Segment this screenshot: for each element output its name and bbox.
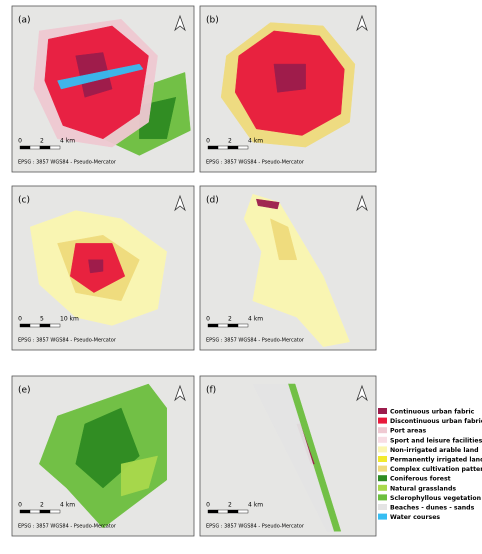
scale-label: 0: [18, 138, 22, 145]
crs-label: EPSG : 3857 WGS84 - Pseudo-Mercator: [18, 160, 117, 166]
legend-label: Sclerophyllous vegetation: [390, 495, 481, 502]
crs-label: EPSG : 3857 WGS84 - Pseudo-Mercator: [18, 338, 117, 344]
scale-bar: [39, 509, 51, 514]
north-arrow: [356, 384, 368, 402]
scale-bar: [227, 509, 239, 514]
scale-bar: [237, 509, 249, 514]
legend-label: Continuous urban fabric: [390, 409, 475, 416]
scale-bar: [49, 323, 61, 328]
legend-label: Permanently irrigated land: [390, 457, 482, 464]
legend-swatch: [378, 494, 387, 501]
legend-label: Discontinuous urban fabric: [390, 418, 482, 425]
panel-label: (e): [18, 386, 31, 396]
scale-bar: [217, 145, 229, 150]
legend-label: Beaches - dunes - sands: [390, 505, 475, 512]
panel-label: (c): [18, 196, 30, 206]
scale-bar: [49, 145, 61, 150]
land-cover: [243, 193, 350, 347]
north-arrow: [356, 194, 368, 212]
legend-swatch: [378, 475, 387, 482]
scale-label: 4 km: [60, 502, 75, 509]
scale-bar: [19, 323, 31, 328]
scale-label: 0: [18, 316, 22, 323]
scale-label: 2: [228, 138, 232, 145]
crs-label: EPSG : 3857 WGS84 - Pseudo-Mercator: [206, 524, 305, 530]
legend-swatch: [378, 504, 387, 510]
scale-bar: [217, 323, 229, 328]
scale-bar: [237, 145, 249, 150]
scale-bar: [19, 509, 31, 514]
scale-label: 4 km: [248, 502, 263, 509]
scale-bar: [39, 323, 51, 328]
land-cover: [255, 198, 280, 210]
scale-bar: [237, 323, 249, 328]
scale-label: 0: [18, 502, 22, 509]
legend-swatch: [378, 456, 387, 462]
scale-label: 0: [206, 316, 210, 323]
scale-bar: [207, 509, 219, 514]
map-panel: (f) 0 2 4 km EPSG : 3857 WGS84 - Pseudo-Merc…: [199, 375, 377, 537]
panel-label: (b): [206, 16, 219, 26]
north-arrow: [356, 14, 368, 32]
legend-swatch: [378, 513, 387, 520]
legend-swatch: [378, 417, 387, 424]
scale-label: 10 km: [60, 316, 79, 323]
legend-swatch: [378, 436, 387, 443]
map-panel: (a) 0 2 4 km EPSG : 3857 WGS84 - Pseudo-Merc…: [11, 5, 195, 173]
panel-label: (f): [206, 386, 216, 396]
scale-bar: [29, 145, 41, 150]
panel-label: (a): [18, 16, 31, 26]
legend-label: Complex cultivation patterns: [390, 466, 482, 473]
scale-bar: [49, 509, 61, 514]
map-panel: (b) 0 2 4 km EPSG : 3857 WGS84 - Pseudo-Merc…: [199, 5, 377, 173]
land-cover: [88, 259, 104, 274]
panel-label: (d): [206, 196, 219, 206]
land-cover: [252, 383, 335, 532]
scale-label: 2: [40, 138, 44, 145]
scale-bar: [227, 323, 239, 328]
legend-swatch: [378, 484, 387, 491]
scale-label: 4 km: [60, 138, 75, 145]
scale-bar: [39, 145, 51, 150]
scale-bar: [29, 509, 41, 514]
land-cover: [270, 218, 298, 261]
legend-label: Coniferous forest: [390, 476, 451, 483]
map-panel: (c) 0 5 10 km EPSG : 3857 WGS84 - Pseudo-Mer…: [11, 185, 195, 351]
legend-label: Non-irrigated arable land: [390, 447, 479, 454]
scale-bar: [217, 509, 229, 514]
scale-label: 2: [228, 502, 232, 509]
scale-bar: [227, 145, 239, 150]
map-panel: (d) 0 2 4 km EPSG : 3857 WGS84 - Pseudo-Merc…: [199, 185, 377, 351]
legend-label: Natural grasslands: [390, 485, 456, 492]
legend-swatch: [378, 446, 387, 453]
legend-swatch: [378, 465, 387, 472]
legend-swatch: [378, 427, 387, 434]
scale-bar: [207, 145, 219, 150]
scale-label: 0: [206, 138, 210, 145]
north-arrow: [174, 194, 186, 212]
map-panel: (e) 0 2 4 km EPSG : 3857 WGS84 - Pseudo-Merc…: [11, 375, 195, 537]
land-cover: [57, 63, 144, 90]
scale-label: 5: [40, 316, 44, 323]
scale-label: 0: [206, 502, 210, 509]
crs-label: EPSG : 3857 WGS84 - Pseudo-Mercator: [206, 338, 305, 344]
scale-bar: [19, 145, 31, 150]
scale-label: 2: [228, 316, 232, 323]
legend-label: Sport and leisure facilities: [390, 437, 482, 444]
crs-label: EPSG : 3857 WGS84 - Pseudo-Mercator: [206, 160, 305, 166]
land-cover: [120, 455, 158, 497]
crs-label: EPSG : 3857 WGS84 - Pseudo-Mercator: [18, 524, 117, 530]
legend-swatch: [378, 408, 387, 414]
north-arrow: [174, 14, 186, 32]
north-arrow: [174, 384, 186, 402]
scale-label: 4 km: [248, 138, 263, 145]
legend-label: Port areas: [390, 428, 427, 435]
legend-label: Water courses: [390, 514, 440, 521]
scale-label: 4 km: [248, 316, 263, 323]
scale-bar: [207, 323, 219, 328]
scale-bar: [29, 323, 41, 328]
land-cover: [273, 63, 306, 93]
scale-label: 2: [40, 502, 44, 509]
